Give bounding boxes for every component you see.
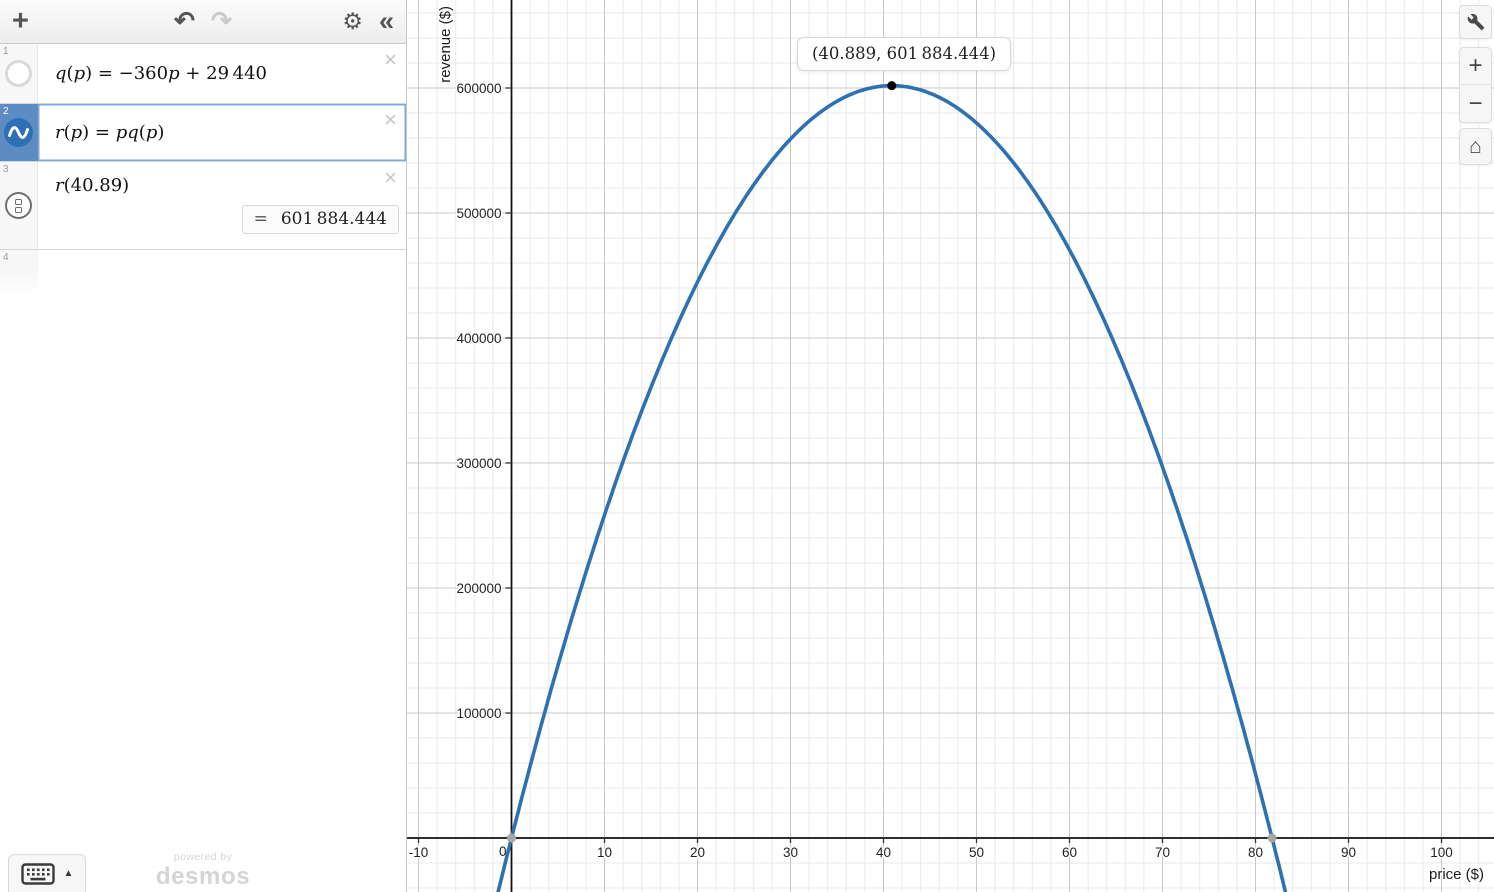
svg-text:100000: 100000 — [456, 706, 501, 721]
svg-text:500000: 500000 — [456, 206, 501, 221]
powered-by-text: powered by — [173, 851, 233, 864]
row-number: 1 — [3, 46, 9, 57]
svg-text:300000: 300000 — [456, 456, 501, 471]
expression-2-content[interactable]: r(p) = pq(p) × — [38, 104, 406, 161]
expression-1-gutter[interactable]: 1 — [0, 44, 38, 103]
expression-row-4-empty[interactable]: 4 — [0, 250, 406, 296]
redo-icon: ↷ — [210, 7, 232, 35]
plus-icon: + — [1468, 52, 1483, 79]
zoom-controls: + − — [1459, 47, 1492, 123]
redo-button[interactable]: ↷ — [211, 9, 232, 34]
graph-canvas[interactable]: -10 0 10 20 30 40 50 60 70 80 90 100 100000 200000 300… — [407, 0, 1494, 892]
svg-text:100: 100 — [1430, 845, 1453, 860]
sidebar-toolbar: + ↶ ↷ ⚙ « — [0, 0, 406, 44]
zoom-out-button[interactable]: − — [1460, 85, 1491, 122]
svg-text:80: 80 — [1248, 845, 1263, 860]
point-tooltip: (40.889, 601 884.444) — [797, 37, 1012, 71]
collapse-sidebar-button[interactable]: « — [379, 8, 394, 35]
delete-expression-button[interactable]: × — [384, 165, 397, 190]
home-icon: ⌂ — [1469, 134, 1482, 158]
keyboard-icon — [20, 862, 55, 885]
chevron-double-left-icon: « — [378, 6, 394, 36]
row-number: 4 — [3, 252, 9, 263]
show-keyboard-button[interactable]: ▲ — [8, 854, 86, 892]
expression-1-math[interactable]: q(p) = −360p + 29 440 — [55, 63, 268, 84]
svg-text:70: 70 — [1155, 845, 1170, 860]
expression-2-gutter[interactable]: 2 — [0, 104, 38, 161]
svg-text:20: 20 — [690, 845, 705, 860]
equals-sign: = — [253, 209, 268, 229]
zoom-in-button[interactable]: + — [1460, 48, 1491, 85]
row-number: 3 — [3, 164, 9, 175]
add-expression-button[interactable]: + — [12, 7, 29, 36]
y-axis-title: revenue ($) — [437, 6, 454, 83]
expression-3-math[interactable]: r(40.89) — [55, 175, 130, 196]
default-viewport-button[interactable]: ⌂ — [1459, 128, 1492, 165]
graph-settings-gear-button[interactable]: ⚙ — [342, 10, 363, 33]
expression-sidebar: + ↶ ↷ ⚙ « 1 q(p) = −360p + 29 440 × — [0, 0, 407, 892]
expression-1-content[interactable]: q(p) = −360p + 29 440 × — [38, 44, 406, 103]
plotted-curve-icon[interactable] — [4, 118, 33, 147]
undo-button[interactable]: ↶ — [174, 9, 195, 34]
x-axis-title: price ($) — [1428, 866, 1484, 883]
minus-icon: − — [1468, 89, 1483, 117]
row-number: 2 — [3, 106, 9, 117]
svg-text:50: 50 — [969, 845, 984, 860]
evaluation-result-box: = 601 884.444 — [241, 205, 399, 234]
svg-text:400000: 400000 — [456, 331, 501, 346]
svg-text:60: 60 — [1062, 845, 1077, 860]
svg-text:90: 90 — [1341, 845, 1356, 860]
plus-icon: + — [12, 5, 29, 37]
svg-text:10: 10 — [597, 845, 612, 860]
svg-text:30: 30 — [783, 845, 798, 860]
gear-icon: ⚙ — [342, 8, 363, 34]
wrench-icon — [1467, 13, 1485, 31]
expression-4-content[interactable] — [38, 250, 406, 296]
desmos-watermark: powered by desmos — [148, 852, 258, 889]
expression-3-gutter[interactable]: 3 — [0, 162, 38, 249]
graph-settings-button[interactable] — [1459, 5, 1492, 39]
expression-3-content[interactable]: r(40.89) = 601 884.444 × — [38, 162, 406, 249]
svg-text:-10: -10 — [409, 845, 429, 860]
evaluation-result-row: = 601 884.444 — [55, 205, 399, 234]
svg-text:40: 40 — [876, 845, 891, 860]
expression-4-gutter: 4 — [0, 250, 38, 296]
delete-expression-button[interactable]: × — [384, 47, 397, 72]
evaluation-result-value: 601 884.444 — [280, 209, 387, 229]
expression-2-math[interactable]: r(p) = pq(p) — [55, 122, 165, 143]
desmos-logo-text: desmos — [155, 862, 251, 890]
hidden-plot-circle-icon[interactable] — [5, 60, 32, 87]
expression-row-1[interactable]: 1 q(p) = −360p + 29 440 × — [0, 44, 406, 104]
undo-icon: ↶ — [174, 7, 195, 35]
graph-pane: -10 0 10 20 30 40 50 60 70 80 90 100 100000 200000 300… — [407, 0, 1494, 892]
svg-text:200000: 200000 — [456, 581, 501, 596]
expression-row-3[interactable]: 3 r(40.89) = 601 884.444 × — [0, 162, 406, 250]
svg-text:0: 0 — [499, 844, 507, 859]
delete-expression-button[interactable]: × — [384, 107, 397, 132]
svg-text:600000: 600000 — [456, 81, 501, 96]
expression-row-2[interactable]: 2 r(p) = pq(p) × — [0, 104, 406, 162]
evaluation-circle-icon[interactable] — [5, 192, 32, 219]
caret-up-icon: ▲ — [63, 868, 74, 879]
